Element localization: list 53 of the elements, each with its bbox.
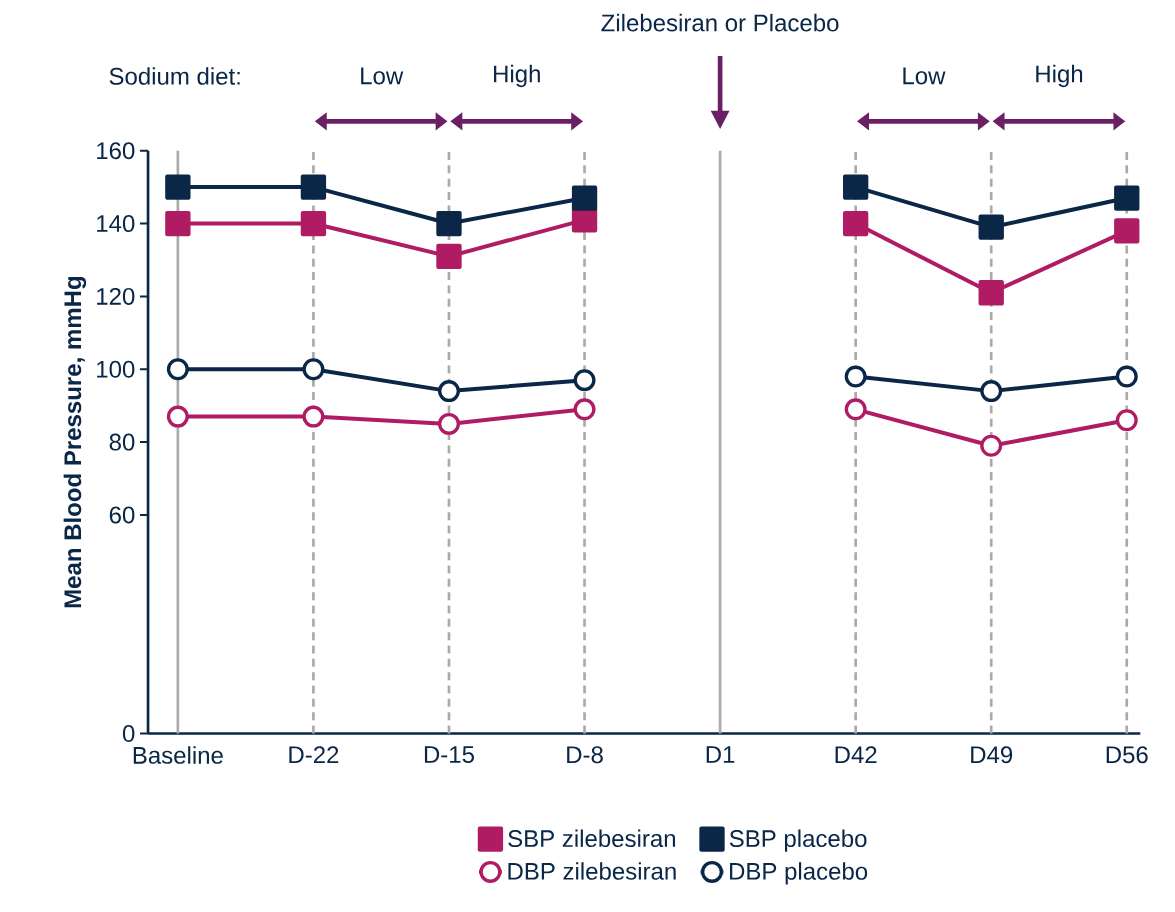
y-tick-label: 80 — [109, 433, 135, 451]
point — [844, 365, 867, 388]
point — [300, 174, 327, 200]
text: Low — [903, 67, 946, 85]
text: Zilebesiran or Placebo — [601, 13, 839, 32]
x-tick-label: D-22 — [289, 746, 339, 763]
point — [980, 434, 1003, 457]
point — [165, 174, 191, 200]
text: Low — [361, 67, 404, 85]
y-tick-label: 100 — [97, 360, 135, 378]
point — [842, 174, 869, 200]
point — [573, 398, 596, 421]
legend-label: DBP zilebesiran — [508, 862, 676, 880]
legend-label: SBP placebo — [729, 829, 867, 852]
point — [978, 214, 1004, 240]
point — [166, 405, 189, 428]
point — [844, 398, 867, 421]
y-tick-label: 140 — [97, 214, 135, 232]
point — [1114, 218, 1140, 244]
point — [571, 185, 598, 211]
point — [980, 379, 1003, 402]
x-tick-label: D56 — [1106, 746, 1148, 764]
legend-label: DBP placebo — [730, 862, 868, 885]
x-tick-label: D1 — [706, 746, 735, 763]
point — [978, 279, 1004, 306]
y-tick-label: 120 — [97, 287, 135, 305]
text: High — [1036, 64, 1083, 88]
y-tick-label: 0 — [122, 724, 135, 742]
text: Sodium diet: — [109, 67, 240, 85]
point — [436, 210, 462, 237]
legend-label: SBP zilebesiran — [508, 829, 676, 847]
point — [302, 405, 325, 428]
y-tick-label: 60 — [109, 506, 135, 524]
x-tick-label: D-8 — [567, 746, 603, 764]
point — [1115, 409, 1138, 432]
point — [842, 210, 869, 237]
point — [437, 379, 460, 402]
x-tick-label: Baseline — [133, 746, 223, 764]
point — [573, 369, 596, 392]
y-axis-title: Mean Blood Pressure, mmHg — [63, 276, 87, 608]
point — [165, 210, 191, 237]
y-tick-label: 160 — [97, 142, 135, 160]
point — [1115, 365, 1138, 388]
text: High — [494, 64, 540, 88]
point — [300, 210, 327, 237]
point — [437, 412, 460, 435]
x-tick-label: D42 — [835, 746, 877, 763]
x-tick-label: D-15 — [424, 746, 474, 763]
x-tick-label: D49 — [971, 746, 1013, 764]
point — [1114, 185, 1140, 211]
point — [302, 358, 325, 381]
point — [436, 243, 462, 269]
point — [166, 358, 189, 381]
